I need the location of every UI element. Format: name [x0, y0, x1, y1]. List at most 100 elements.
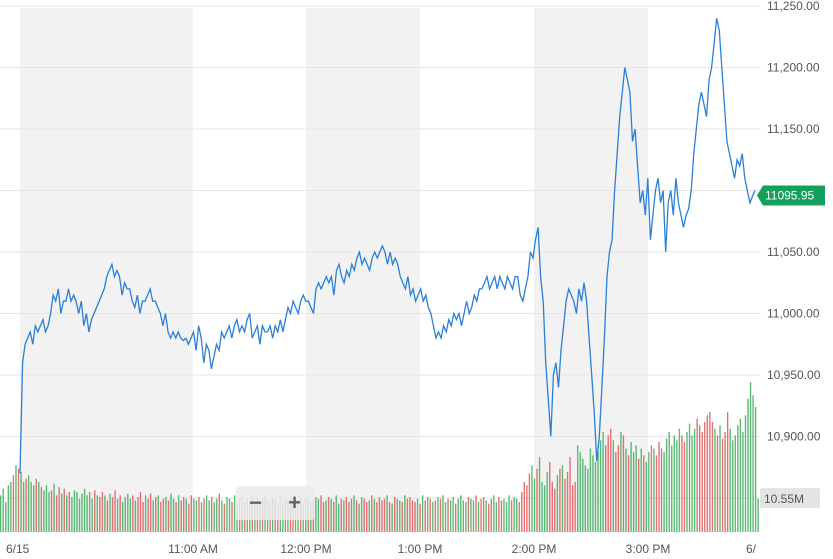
volume-bar — [157, 495, 159, 532]
volume-bar — [332, 502, 335, 532]
volume-bar — [427, 497, 429, 532]
volume-bar — [10, 482, 12, 532]
volume-bar — [86, 495, 88, 532]
volume-bar — [30, 482, 32, 532]
volume-bar — [676, 440, 678, 532]
volume-bar — [477, 502, 480, 532]
volume-bar — [129, 498, 132, 532]
volume-bar — [96, 495, 98, 532]
volume-bar — [480, 498, 482, 532]
volume-bar — [350, 498, 353, 532]
volume-bar — [467, 497, 470, 532]
volume-bar — [355, 500, 358, 532]
volume-bar — [747, 398, 749, 532]
volume-bar — [749, 382, 752, 532]
volume-bar — [576, 445, 579, 532]
volume-bar — [195, 500, 198, 532]
volume-bar — [693, 428, 696, 532]
volume-bar — [599, 440, 602, 532]
volume-bar — [226, 497, 228, 532]
volume-bar — [12, 475, 15, 532]
volume-bar — [510, 500, 513, 532]
volume-bar — [373, 498, 376, 532]
volume-bar — [414, 502, 416, 532]
volume-bar — [681, 435, 683, 532]
volume-bar — [104, 495, 106, 532]
volume-bar — [185, 498, 187, 532]
volume-bar — [518, 502, 520, 532]
volume-bar — [493, 495, 495, 532]
volume-bar — [122, 502, 124, 532]
volume-bar — [183, 497, 185, 532]
volume-bar — [53, 483, 55, 532]
volume-bar — [640, 448, 642, 532]
volume-bar — [460, 495, 462, 532]
volume-bar — [193, 498, 195, 532]
volume-bar — [500, 500, 503, 532]
volume-bar — [668, 432, 670, 532]
volume-bar — [452, 497, 454, 532]
volume-bar — [409, 497, 411, 532]
volume-bar — [363, 498, 365, 532]
volume-bar — [513, 497, 515, 532]
volume-bar — [678, 428, 681, 532]
volume-bar — [701, 432, 703, 532]
volume-bar — [637, 458, 640, 532]
volume-bar — [340, 498, 342, 532]
volume-bar — [137, 497, 139, 532]
volume-bar — [508, 495, 510, 532]
volume-bar — [78, 498, 81, 532]
volume-bar — [561, 465, 564, 532]
volume-bar — [597, 452, 599, 532]
volume-bar — [101, 492, 104, 532]
volume-bar — [470, 498, 472, 532]
volume-bar — [177, 495, 180, 532]
volume-bar — [424, 500, 426, 532]
time-band-0 — [20, 8, 193, 532]
volume-bar — [188, 503, 190, 532]
last-price-tag-bg — [757, 185, 825, 206]
volume-bar — [691, 435, 693, 532]
volume-bar — [612, 440, 614, 532]
volume-bar — [521, 492, 523, 532]
volume-bar — [228, 498, 231, 532]
volume-bar — [216, 498, 218, 532]
volume-bar — [650, 445, 653, 532]
volume-bar — [134, 500, 137, 532]
volume-bar — [531, 465, 533, 532]
volume-bar — [368, 500, 370, 532]
volume-bar — [543, 485, 546, 532]
volume-bar — [360, 497, 363, 532]
volume-bar — [617, 445, 620, 532]
y-tick-label: 10,950.00 — [767, 368, 821, 382]
volume-bar — [673, 435, 675, 532]
y-tick-label: 11,050.00 — [767, 245, 820, 259]
volume-bar — [706, 415, 709, 532]
volume-bar — [665, 438, 668, 532]
volume-bar — [716, 435, 719, 532]
volume-bar — [160, 502, 162, 532]
volume-bar — [401, 502, 404, 532]
volume-bar — [505, 502, 508, 532]
volume-bar — [434, 500, 437, 532]
volume-bar — [711, 422, 714, 532]
volume-bar — [94, 490, 96, 532]
volume-bar — [353, 495, 355, 532]
volume-bar — [592, 455, 594, 532]
volume-bar — [582, 458, 584, 532]
zoom-out-button[interactable]: − — [249, 490, 262, 515]
volume-bar — [124, 497, 126, 532]
volume-bar — [472, 500, 475, 532]
volume-bar — [38, 482, 40, 532]
volume-tag-label: 10.55M — [764, 492, 804, 506]
zoom-in-button[interactable]: + — [288, 490, 301, 515]
volume-bar — [726, 412, 729, 532]
volume-bar — [698, 425, 701, 532]
volume-bar — [320, 495, 322, 532]
volume-bar — [210, 497, 213, 532]
volume-bar — [132, 495, 134, 532]
volume-bar — [528, 473, 531, 532]
volume-bar — [2, 488, 4, 532]
volume-bar — [457, 498, 459, 532]
volume-bar — [579, 452, 581, 532]
